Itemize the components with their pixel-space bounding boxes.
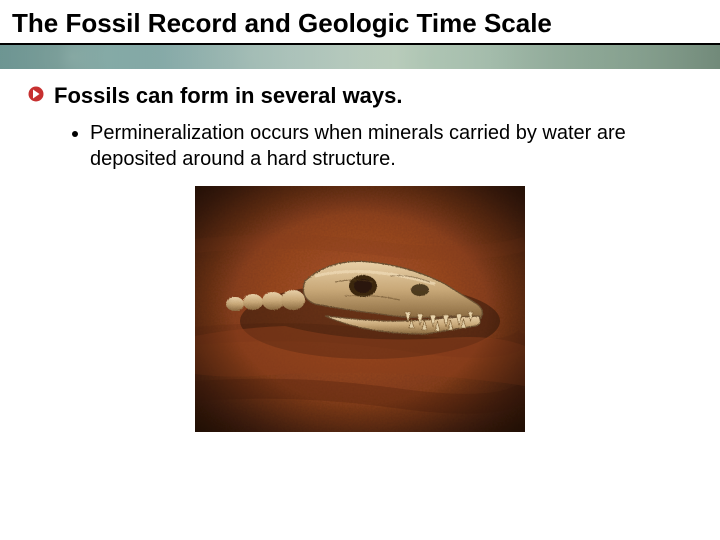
slide-content: Fossils can form in several ways. Permin… [0,69,720,442]
image-container [28,186,692,432]
subheading-text: Fossils can form in several ways. [54,83,403,109]
list-item: Permineralization occurs when minerals c… [90,121,682,172]
page-title: The Fossil Record and Geologic Time Scal… [12,8,708,39]
arrow-bullet-icon [28,86,44,107]
decorative-banner [0,45,720,69]
bullet-list: Permineralization occurs when minerals c… [56,121,692,172]
subheading-row: Fossils can form in several ways. [28,83,692,109]
fossil-photo [195,186,525,432]
slide-header: The Fossil Record and Geologic Time Scal… [0,0,720,45]
